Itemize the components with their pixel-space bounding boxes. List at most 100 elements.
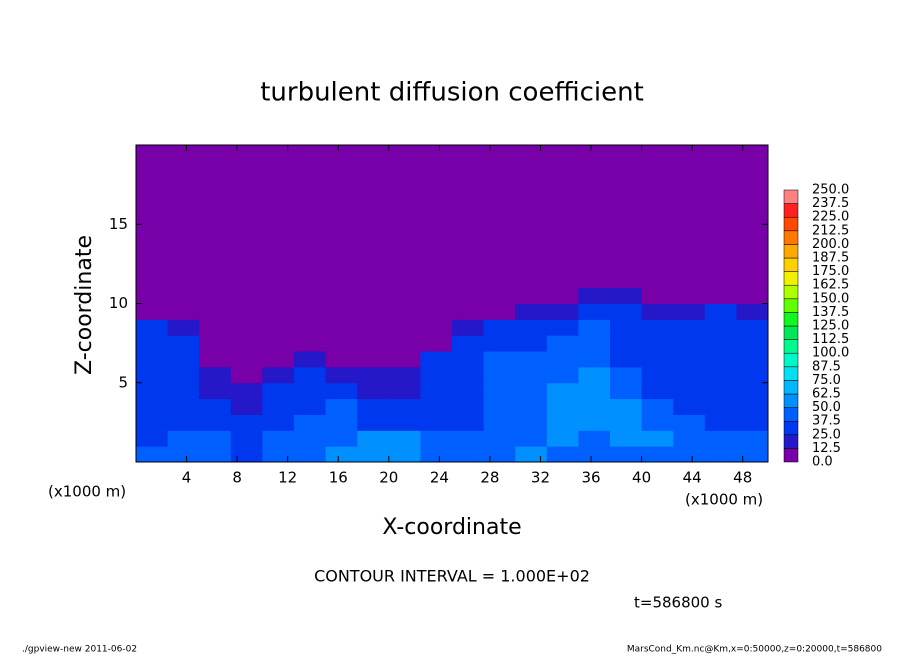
field-cell	[325, 351, 358, 368]
field-cell	[262, 319, 295, 336]
field-cell	[515, 398, 548, 415]
footer-left: ./gpview-new 2011-06-02	[22, 645, 137, 655]
field-cell	[673, 319, 706, 336]
field-cell	[641, 287, 674, 304]
field-cell	[578, 398, 611, 415]
field-cell	[420, 335, 453, 352]
colorbar-box	[783, 312, 799, 327]
x-tick-label: 44	[683, 469, 702, 487]
field-cell	[357, 382, 390, 400]
field-cell	[136, 303, 169, 320]
field-cell	[515, 366, 548, 384]
x-tick-label: 36	[581, 469, 600, 487]
field-cell	[167, 319, 200, 336]
colorbar-box	[783, 434, 799, 449]
field-cell	[388, 145, 421, 289]
y-tick-label: 15	[109, 215, 128, 233]
field-cell	[483, 335, 516, 352]
field-cell	[736, 382, 769, 400]
field-cell	[199, 382, 232, 400]
x-tick-label: 20	[379, 469, 398, 487]
field-cell	[673, 366, 706, 384]
field-cell	[230, 382, 263, 400]
field-cell	[262, 303, 295, 320]
field-cell	[357, 446, 390, 463]
field-cell	[167, 398, 200, 415]
colorbar-label: 187.5	[812, 251, 849, 266]
field-cell	[483, 145, 516, 289]
colorbar-box	[783, 244, 799, 259]
field-cell	[452, 382, 485, 400]
colorbar-label: 12.5	[812, 441, 841, 456]
colorbar-label: 162.5	[812, 278, 849, 293]
field-cell	[199, 446, 232, 463]
field-cell	[704, 398, 737, 415]
colorbar-box	[783, 257, 799, 272]
field-cell	[673, 414, 706, 431]
field-cell	[199, 351, 232, 368]
field-cell	[262, 446, 295, 463]
colorbar-label: 75.0	[812, 373, 841, 388]
field-cell	[388, 398, 421, 415]
field-cell	[420, 303, 453, 320]
field-cell	[578, 414, 611, 431]
field-cell	[294, 398, 327, 415]
field-cell	[357, 351, 390, 368]
field-cell	[578, 335, 611, 352]
field-cell	[136, 145, 169, 289]
field-cell	[515, 446, 548, 463]
field-cell	[483, 430, 516, 447]
field-cell	[325, 319, 358, 336]
colorbar-box	[783, 230, 799, 245]
field-cell	[483, 398, 516, 415]
x-tick-label: 48	[733, 469, 752, 487]
field-cell	[199, 303, 232, 320]
field-cell	[294, 430, 327, 447]
x-tick-label: 16	[329, 469, 348, 487]
field-cell	[262, 366, 295, 384]
field-cell	[610, 398, 643, 415]
field-cell	[167, 446, 200, 463]
field-cell	[136, 398, 169, 415]
field-cell	[641, 351, 674, 368]
field-cell	[388, 351, 421, 368]
field-cell	[483, 366, 516, 384]
field-cell	[199, 319, 232, 336]
field-cell	[546, 446, 579, 463]
field-cell	[483, 446, 516, 463]
field-cell	[736, 398, 769, 415]
field-cell	[199, 335, 232, 352]
field-cell	[736, 287, 769, 304]
field-cell	[546, 382, 579, 400]
field-cell	[294, 287, 327, 304]
field-cell	[736, 430, 769, 447]
colorbar-box	[783, 380, 799, 395]
field-cell	[357, 366, 390, 384]
field-cell	[704, 446, 737, 463]
colorbar-box	[783, 203, 799, 218]
field-cell	[641, 382, 674, 400]
field-cell	[610, 335, 643, 352]
field-cell	[136, 366, 169, 384]
field-cell	[262, 287, 295, 304]
field-cell	[704, 335, 737, 352]
field-cell	[736, 414, 769, 431]
field-cell	[136, 351, 169, 368]
field-cell	[167, 414, 200, 431]
field-cell	[294, 319, 327, 336]
field-cell	[230, 430, 263, 447]
field-cell	[641, 319, 674, 336]
x-tick-label: 40	[632, 469, 651, 487]
field-cell	[546, 319, 579, 336]
field-cell	[388, 319, 421, 336]
colorbar-label: 137.5	[812, 305, 849, 320]
field-cell	[610, 303, 643, 320]
field-cell	[420, 414, 453, 431]
colorbar-label: 50.0	[812, 400, 841, 415]
field-cell	[325, 145, 358, 289]
field-cell	[230, 446, 263, 463]
colorbar-label: 212.5	[812, 223, 849, 238]
field-cell	[357, 335, 390, 352]
field-cell	[452, 287, 485, 304]
footer-right: MarsCond_Km.nc@Km,x=0:50000,z=0:20000,t=…	[627, 645, 882, 655]
